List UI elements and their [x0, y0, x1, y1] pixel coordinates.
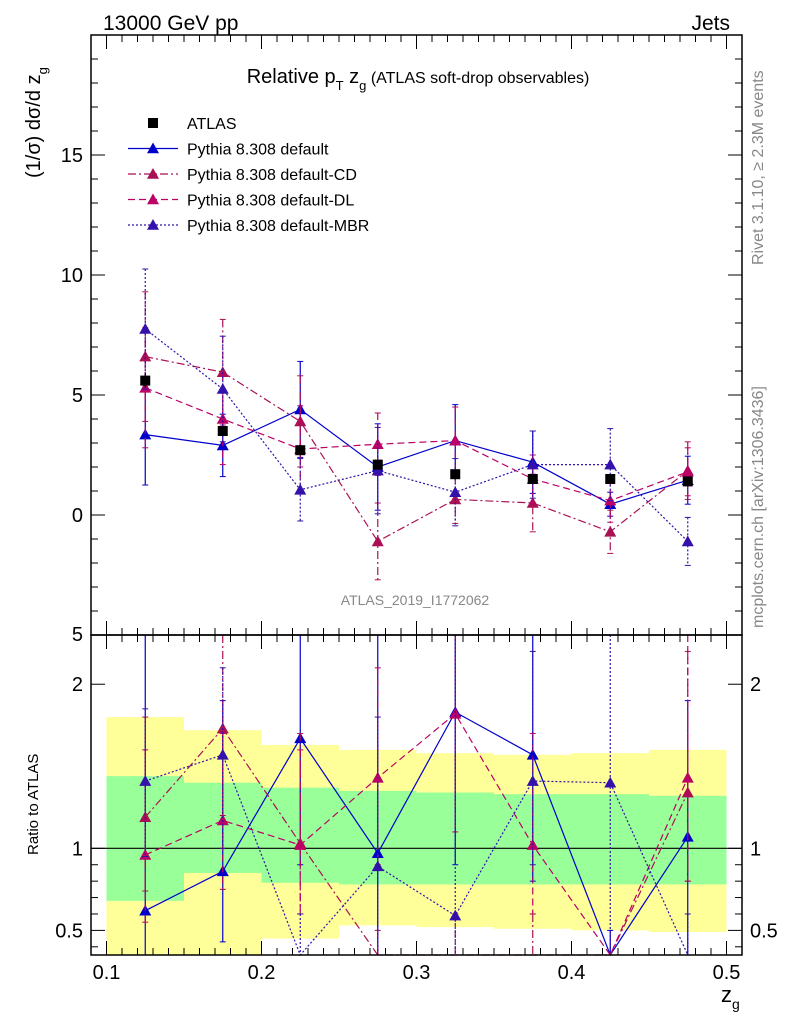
- series-line-dl: [145, 387, 688, 502]
- ratio-line-mbr: [145, 754, 689, 957]
- x-tick-label: 0.2: [248, 962, 276, 984]
- marker-mbr: [449, 486, 462, 497]
- y-axis-label: (1/σ) dσ/d zg: [23, 67, 50, 178]
- series-line-mbr: [144, 328, 689, 542]
- marker-dl: [449, 434, 462, 446]
- mcplots-citation: mcplots.cern.ch [arXiv:1306.3436]: [750, 386, 767, 628]
- marker-data: [605, 474, 616, 484]
- marker-data: [527, 474, 538, 484]
- x-label-main: z: [721, 982, 732, 1007]
- ratio-marker-dl: [681, 771, 694, 783]
- marker-cd: [371, 535, 384, 547]
- legend-label-default: Pythia 8.308 default: [187, 142, 329, 159]
- main-y-tick-label: 10: [61, 265, 83, 287]
- ratio-marker-mbr: [371, 860, 384, 872]
- x-axis-label: zg: [721, 982, 740, 1012]
- main-y-tick-label: 15: [61, 145, 83, 167]
- ratio-y-tick-label-right: 0.5: [750, 920, 778, 942]
- ratio-y-tick-label-right: 1: [750, 838, 761, 860]
- marker-dl: [216, 413, 229, 424]
- legend-label-mbr: Pythia 8.308 default-MBR: [187, 218, 369, 235]
- ratio-line-dl: [145, 712, 689, 957]
- legend-marker-mbr: [147, 219, 159, 230]
- ratio-marker-mbr: [604, 776, 617, 788]
- ratio-marker-mbr: [216, 748, 229, 760]
- ratio-plot: [139, 635, 694, 957]
- title-mid: z: [344, 66, 360, 88]
- marker-mbr: [139, 323, 152, 334]
- marker-mbr: [604, 458, 617, 470]
- ratio-y-tick-label-left: 0.5: [55, 920, 83, 942]
- ratio-marker-default: [526, 748, 539, 760]
- marker-mbr: [371, 464, 384, 476]
- x-tick-label: 0.3: [403, 962, 431, 984]
- title-tail: (ATLAS soft-drop observables): [366, 70, 589, 87]
- ratio-line-default: [144, 711, 689, 957]
- legend: ATLAS Pythia 8.308 default Pythia 8.308 de…: [128, 116, 369, 235]
- ratio-marker-dl: [449, 707, 462, 719]
- marker-data: [682, 476, 693, 487]
- main-plot: [139, 268, 694, 581]
- marker-cd: [216, 366, 229, 377]
- legend-label-data: ATLAS: [187, 116, 237, 133]
- ratio-y-tick-label-left: 2: [72, 674, 83, 696]
- marker-cd: [604, 525, 617, 537]
- rivet-version-note: Rivet 3.1.10, ≥ 2.3M events: [750, 70, 767, 265]
- y-label-main: (1/σ) dσ/d z: [23, 74, 45, 178]
- marker-data: [217, 426, 228, 436]
- main-y-tick-label: 5: [72, 385, 83, 407]
- legend-marker-data: [148, 118, 158, 128]
- header-left: 13000 GeV pp: [103, 12, 238, 35]
- ratio-marker-mbr: [449, 909, 462, 921]
- x-tick-label: 0.1: [93, 962, 121, 984]
- legend-marker-default: [147, 142, 159, 154]
- analysis-label: ATLAS_2019_I1772062: [341, 592, 490, 608]
- legend-label-cd: Pythia 8.308 default-CD: [187, 167, 357, 184]
- ratio-y-tick-label-left: 1: [72, 838, 83, 860]
- legend-marker-cd: [147, 168, 159, 179]
- marker-mbr: [681, 535, 694, 547]
- ratio-marker-dl: [294, 839, 307, 850]
- ratio-marker-mbr: [139, 775, 152, 786]
- title-sub2: g: [359, 78, 366, 93]
- x-label-sub: g: [732, 996, 740, 1012]
- ratio-marker-mbr: [526, 775, 539, 786]
- x-tick-label: 0.4: [558, 962, 586, 984]
- axes: 0 5 10 15 5 0.1 0.2 0.3 0.4 0.5 0.5 0.5 1 1 2 2: [55, 34, 778, 984]
- marker-data: [450, 469, 461, 480]
- marker-data: [372, 459, 383, 470]
- ratio-y-axis-label: Ratio to ATLAS: [25, 754, 42, 855]
- ratio-y-tick-label-right: 2: [750, 674, 761, 696]
- marker-mbr: [294, 483, 307, 495]
- marker-mbr: [216, 383, 229, 394]
- main-y-tick-label-partial: 5: [72, 624, 83, 646]
- marker-data: [140, 375, 151, 386]
- main-y-tick-label: 0: [72, 505, 83, 527]
- y-label-sub: g: [35, 67, 50, 74]
- marker-default: [139, 428, 152, 440]
- marker-dl: [604, 494, 617, 506]
- legend-marker-dl: [147, 193, 159, 205]
- header-right: Jets: [691, 12, 730, 35]
- marker-data: [295, 445, 306, 456]
- legend-label-dl: Pythia 8.308 default-DL: [187, 193, 354, 210]
- series-line-cd: [145, 356, 689, 543]
- title-sub1: T: [336, 78, 344, 93]
- x-tick-label: 0.5: [713, 962, 741, 984]
- plot-title: Relative pT zg (ATLAS soft-drop observab…: [247, 66, 590, 93]
- ratio-marker-default: [371, 847, 384, 859]
- marker-dl: [681, 465, 694, 477]
- marker-mbr: [526, 458, 539, 470]
- title-main: Relative p: [247, 66, 336, 88]
